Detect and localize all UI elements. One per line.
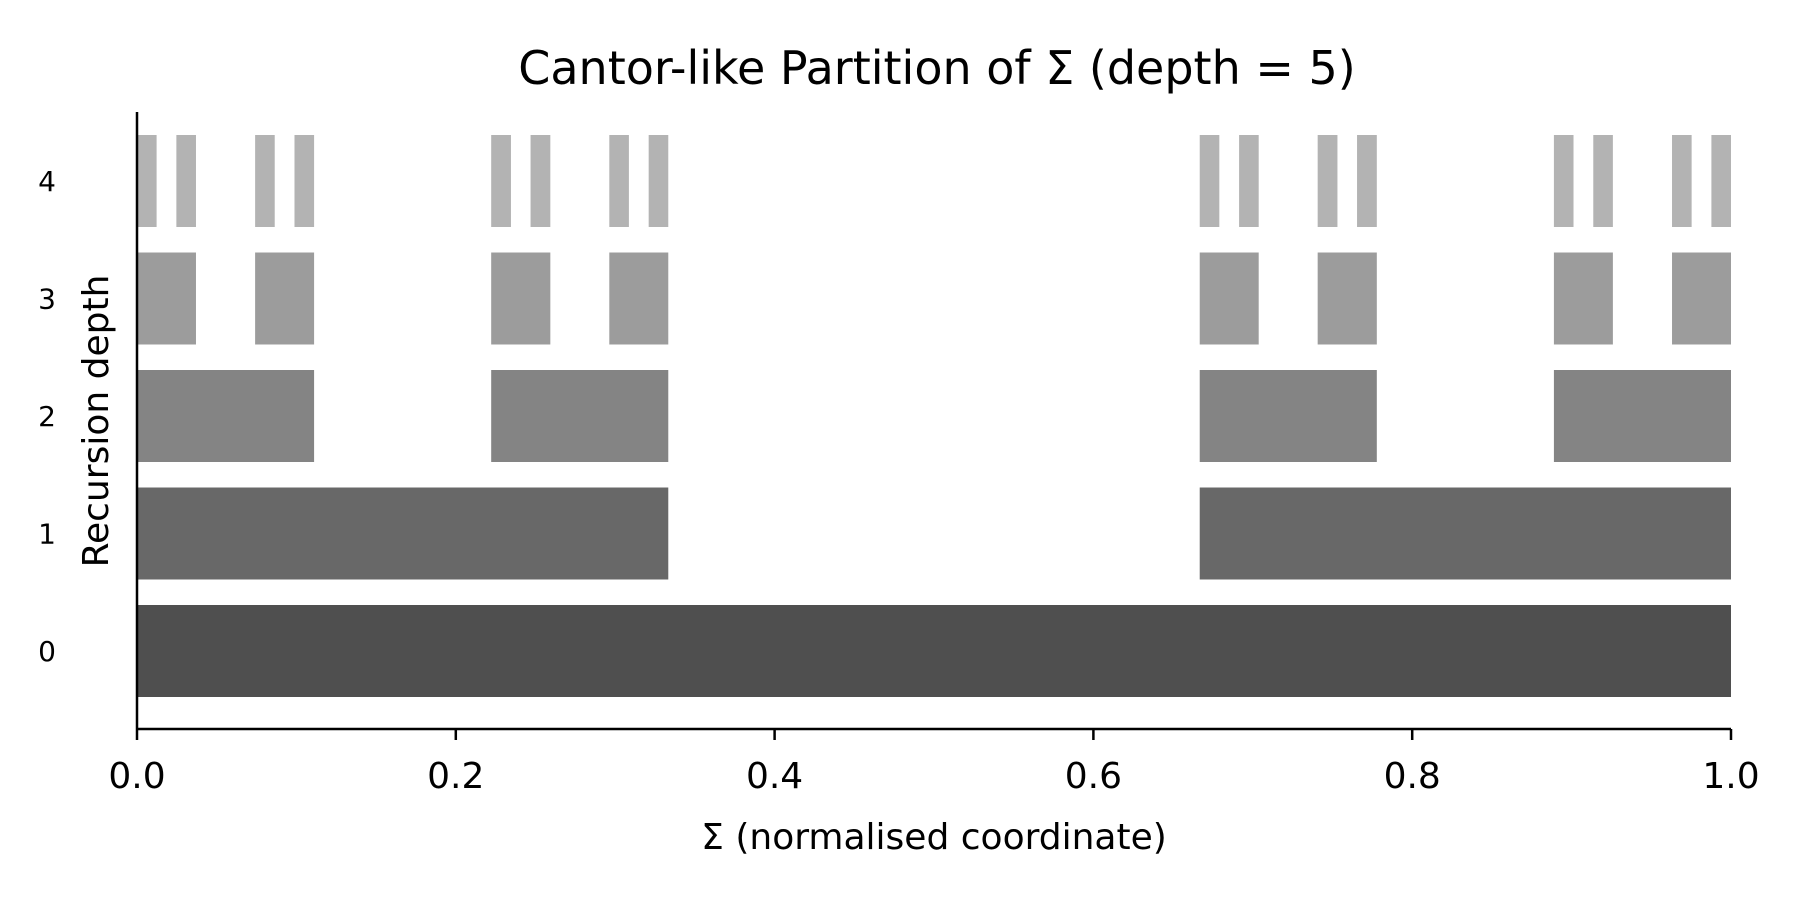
y-axis-label: Recursion depth xyxy=(76,275,117,568)
bar-depth-4-segment-2 xyxy=(255,135,275,227)
bar-depth-3-segment-7 xyxy=(1672,252,1731,345)
bar-depth-4-segment-13 xyxy=(1593,135,1613,227)
bar-depth-3-segment-6 xyxy=(1553,252,1613,345)
y-tick-label-3: 3 xyxy=(38,283,56,316)
bar-depth-4-segment-10 xyxy=(1317,135,1338,227)
bar-depth-2-segment-2 xyxy=(1199,370,1377,462)
depth-3-series xyxy=(137,252,1731,345)
bar-depth-4-segment-1 xyxy=(176,135,196,227)
bar-depth-4-segment-15 xyxy=(1711,135,1731,227)
depth-2-series xyxy=(137,370,1731,462)
y-tick-label-4: 4 xyxy=(38,165,56,198)
bar-depth-3-segment-0 xyxy=(137,252,196,345)
bar-depth-3-segment-1 xyxy=(255,252,315,345)
bar-depth-2-segment-0 xyxy=(137,370,315,462)
y-ticks: 0 1 2 3 4 xyxy=(38,165,56,668)
bar-depth-3-segment-5 xyxy=(1317,252,1377,345)
chart-title: Cantor-like Partition of Σ (depth = 5) xyxy=(518,41,1356,95)
bar-depth-4-segment-0 xyxy=(137,135,157,227)
bar-depth-2-segment-1 xyxy=(491,370,669,462)
y-tick-label-1: 1 xyxy=(38,518,56,551)
bar-depth-4-segment-12 xyxy=(1553,135,1574,227)
x-axis-label: Σ (normalised coordinate) xyxy=(701,817,1167,858)
bar-depth-4-segment-3 xyxy=(294,135,315,227)
bar-depth-4-segment-14 xyxy=(1672,135,1692,227)
bar-depth-4-segment-7 xyxy=(648,135,669,227)
bar-depth-3-segment-3 xyxy=(609,252,669,345)
x-tick-label-3: 0.6 xyxy=(1065,756,1122,797)
bar-depth-2-segment-3 xyxy=(1553,370,1731,462)
depth-4-series xyxy=(137,135,1731,227)
x-tick-label-5: 1.0 xyxy=(1702,756,1759,797)
bar-depth-4-segment-8 xyxy=(1199,135,1220,227)
x-tick-label-0: 0.0 xyxy=(108,756,165,797)
x-ticks: 0.0 0.2 0.4 0.6 0.8 1.0 xyxy=(108,729,1760,797)
bars-layer xyxy=(137,135,1731,697)
bar-depth-0-segment-0 xyxy=(137,605,1731,697)
x-tick-label-2: 0.4 xyxy=(746,756,803,797)
x-tick-label-1: 0.2 xyxy=(427,756,484,797)
bar-depth-4-segment-4 xyxy=(491,135,511,227)
depth-1-series xyxy=(137,487,1731,580)
bar-depth-4-segment-9 xyxy=(1239,135,1259,227)
bar-depth-1-segment-1 xyxy=(1199,487,1731,580)
bar-depth-3-segment-2 xyxy=(491,252,551,345)
y-tick-label-2: 2 xyxy=(38,400,56,433)
bar-depth-3-segment-4 xyxy=(1199,252,1259,345)
depth-0-series xyxy=(137,605,1731,697)
bar-depth-1-segment-0 xyxy=(137,487,669,580)
x-tick-label-4: 0.8 xyxy=(1384,756,1441,797)
bar-depth-4-segment-5 xyxy=(530,135,551,227)
y-tick-label-0: 0 xyxy=(38,635,56,668)
bar-depth-4-segment-6 xyxy=(609,135,629,227)
bar-depth-4-segment-11 xyxy=(1357,135,1377,227)
